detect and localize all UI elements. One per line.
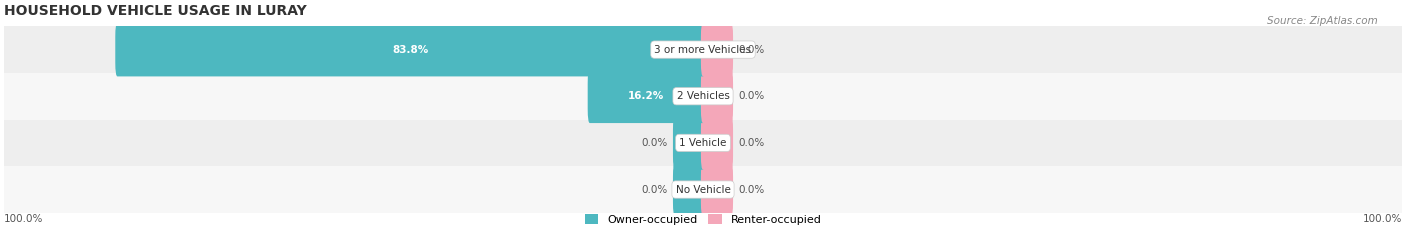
Bar (4, 120, 1402, 166)
FancyBboxPatch shape (702, 163, 733, 216)
FancyBboxPatch shape (673, 163, 704, 216)
Text: 0.0%: 0.0% (641, 138, 668, 148)
Text: 0.0%: 0.0% (738, 138, 765, 148)
Text: 0.0%: 0.0% (738, 45, 765, 55)
Bar (4, 26, 1402, 73)
Text: No Vehicle: No Vehicle (675, 185, 731, 195)
Bar (4, 166, 1402, 213)
Text: 1 Vehicle: 1 Vehicle (679, 138, 727, 148)
Text: 100.0%: 100.0% (1362, 214, 1402, 224)
Text: Source: ZipAtlas.com: Source: ZipAtlas.com (1267, 16, 1378, 26)
FancyBboxPatch shape (702, 116, 733, 170)
Text: 0.0%: 0.0% (738, 185, 765, 195)
Text: 83.8%: 83.8% (392, 45, 429, 55)
Bar (4, 73, 1402, 120)
Text: 16.2%: 16.2% (628, 91, 665, 101)
Legend: Owner-occupied, Renter-occupied: Owner-occupied, Renter-occupied (581, 210, 825, 230)
Text: 3 or more Vehicles: 3 or more Vehicles (654, 45, 752, 55)
Text: 100.0%: 100.0% (4, 214, 44, 224)
FancyBboxPatch shape (702, 69, 733, 123)
Text: HOUSEHOLD VEHICLE USAGE IN LURAY: HOUSEHOLD VEHICLE USAGE IN LURAY (4, 4, 307, 18)
Text: 2 Vehicles: 2 Vehicles (676, 91, 730, 101)
Text: 0.0%: 0.0% (738, 91, 765, 101)
FancyBboxPatch shape (673, 116, 704, 170)
Text: 0.0%: 0.0% (641, 185, 668, 195)
FancyBboxPatch shape (588, 69, 704, 123)
FancyBboxPatch shape (702, 23, 733, 76)
FancyBboxPatch shape (115, 23, 704, 76)
